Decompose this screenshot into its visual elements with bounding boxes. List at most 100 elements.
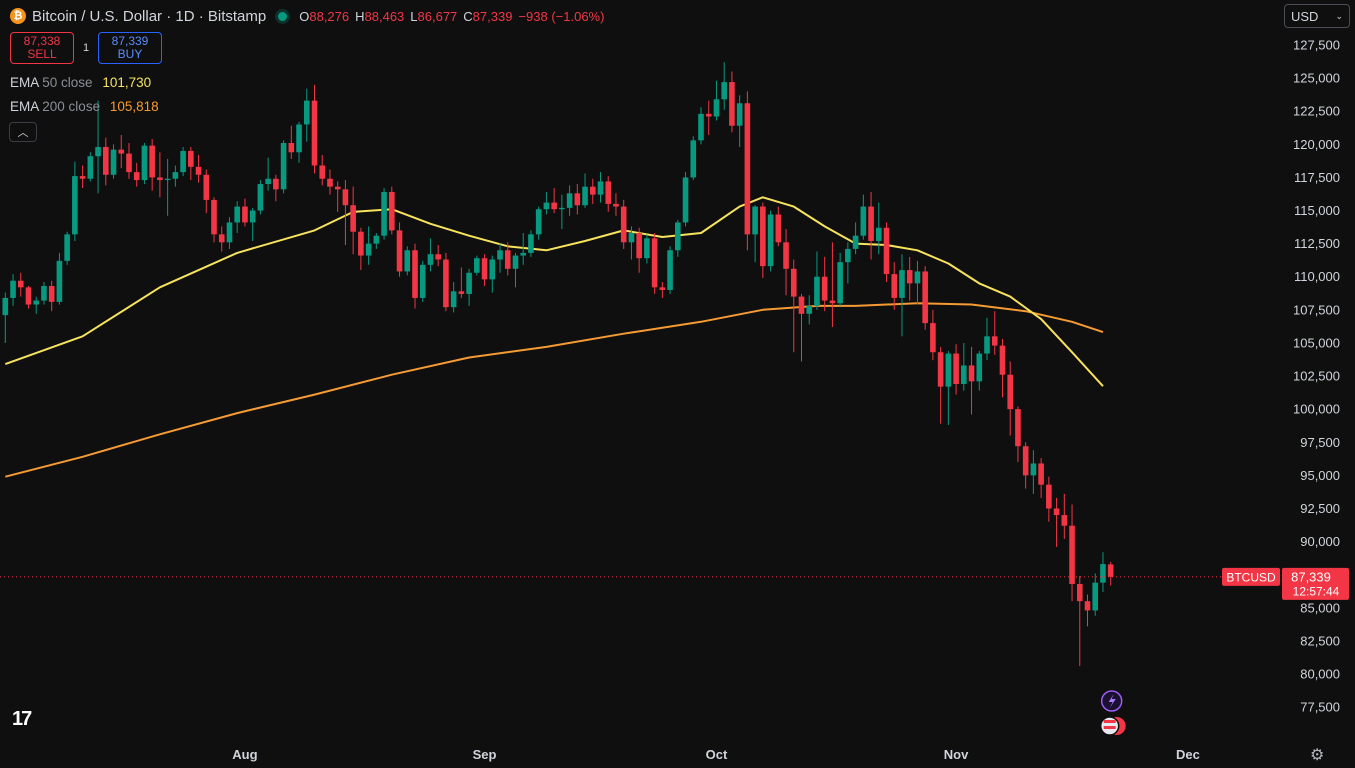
candle[interactable] — [852, 222, 859, 255]
candle[interactable] — [118, 135, 125, 169]
candle[interactable] — [102, 137, 109, 186]
candle[interactable] — [466, 268, 472, 306]
candle[interactable] — [10, 274, 16, 306]
candle[interactable] — [164, 158, 171, 216]
candle[interactable] — [729, 71, 735, 133]
candle[interactable] — [721, 62, 727, 110]
candle[interactable] — [481, 254, 488, 287]
candle[interactable] — [95, 100, 101, 194]
candle[interactable] — [620, 199, 627, 249]
candle[interactable] — [273, 174, 279, 202]
candle[interactable] — [303, 88, 310, 142]
candle[interactable] — [883, 222, 890, 283]
candle[interactable] — [327, 169, 333, 195]
candle[interactable] — [180, 146, 186, 177]
candle[interactable] — [265, 157, 271, 191]
candle[interactable] — [790, 259, 797, 353]
candle[interactable] — [404, 246, 411, 276]
candle[interactable] — [211, 197, 217, 243]
candle[interactable] — [358, 227, 364, 271]
candle[interactable] — [1084, 594, 1091, 627]
candle[interactable] — [752, 205, 758, 263]
candle[interactable] — [605, 176, 612, 212]
candle[interactable] — [644, 234, 650, 264]
candle[interactable] — [427, 238, 434, 272]
candle[interactable] — [126, 142, 132, 179]
candle[interactable] — [744, 91, 751, 251]
candle[interactable] — [249, 207, 256, 241]
candle[interactable] — [589, 178, 596, 204]
candle[interactable] — [56, 252, 63, 305]
candle[interactable] — [953, 344, 959, 395]
candle[interactable] — [976, 350, 983, 391]
candle[interactable] — [188, 146, 194, 181]
candle[interactable] — [87, 152, 94, 182]
candle[interactable] — [419, 260, 426, 302]
candle[interactable] — [458, 267, 465, 298]
candle[interactable] — [79, 165, 86, 189]
candle[interactable] — [713, 80, 720, 121]
candle[interactable] — [497, 243, 503, 273]
candle[interactable] — [342, 180, 349, 245]
candle[interactable] — [512, 252, 519, 288]
candle[interactable] — [149, 139, 155, 191]
candle[interactable] — [1022, 442, 1029, 489]
candle[interactable] — [48, 280, 55, 312]
candle[interactable] — [582, 173, 588, 208]
candle[interactable] — [806, 295, 813, 325]
candle[interactable] — [218, 226, 225, 252]
candle[interactable] — [412, 243, 418, 309]
candle[interactable] — [64, 231, 70, 265]
candle[interactable] — [1015, 406, 1021, 463]
candle[interactable] — [999, 338, 1006, 398]
candle[interactable] — [72, 161, 78, 241]
candle[interactable] — [443, 252, 449, 312]
candle[interactable] — [705, 100, 712, 136]
candle[interactable] — [528, 230, 534, 257]
candle[interactable] — [937, 346, 944, 424]
candle[interactable] — [1007, 361, 1013, 436]
buy-button[interactable]: 87,339 BUY — [98, 32, 162, 64]
candle[interactable] — [845, 242, 851, 284]
candle[interactable] — [435, 244, 441, 267]
candle[interactable] — [698, 107, 704, 145]
candle[interactable] — [110, 144, 117, 179]
candle[interactable] — [195, 154, 202, 183]
candle[interactable] — [543, 191, 550, 215]
candle[interactable] — [991, 311, 998, 355]
candle[interactable] — [1076, 576, 1083, 667]
candle[interactable] — [736, 95, 743, 147]
candle[interactable] — [141, 142, 148, 185]
candle[interactable] — [489, 255, 496, 293]
candle[interactable] — [226, 217, 233, 249]
candle[interactable] — [899, 254, 905, 337]
tradingview-logo[interactable]: 17 — [12, 708, 32, 730]
candle[interactable] — [1069, 504, 1075, 602]
candle[interactable] — [566, 185, 573, 216]
candle[interactable] — [17, 272, 24, 297]
candle[interactable] — [906, 256, 913, 301]
candle[interactable] — [234, 201, 240, 234]
candle[interactable] — [33, 296, 40, 314]
candle[interactable] — [775, 206, 782, 247]
candle[interactable] — [628, 226, 635, 260]
candle[interactable] — [597, 172, 604, 203]
candle[interactable] — [798, 293, 805, 362]
candle[interactable] — [1061, 493, 1068, 539]
candle[interactable] — [1107, 561, 1114, 586]
candle[interactable] — [574, 184, 581, 215]
candle[interactable] — [875, 202, 882, 255]
candle[interactable] — [760, 202, 766, 279]
candle[interactable] — [984, 317, 990, 361]
candle[interactable] — [41, 282, 47, 305]
candle[interactable] — [450, 282, 457, 313]
candle[interactable] — [2, 292, 9, 343]
candle[interactable] — [613, 193, 619, 216]
candle[interactable] — [535, 206, 542, 240]
candle[interactable] — [667, 246, 673, 294]
candle[interactable] — [860, 194, 867, 240]
candle[interactable] — [636, 227, 642, 273]
candle[interactable] — [922, 266, 928, 330]
indicator-ema200[interactable]: EMA 200 close 105,818 — [10, 99, 159, 114]
